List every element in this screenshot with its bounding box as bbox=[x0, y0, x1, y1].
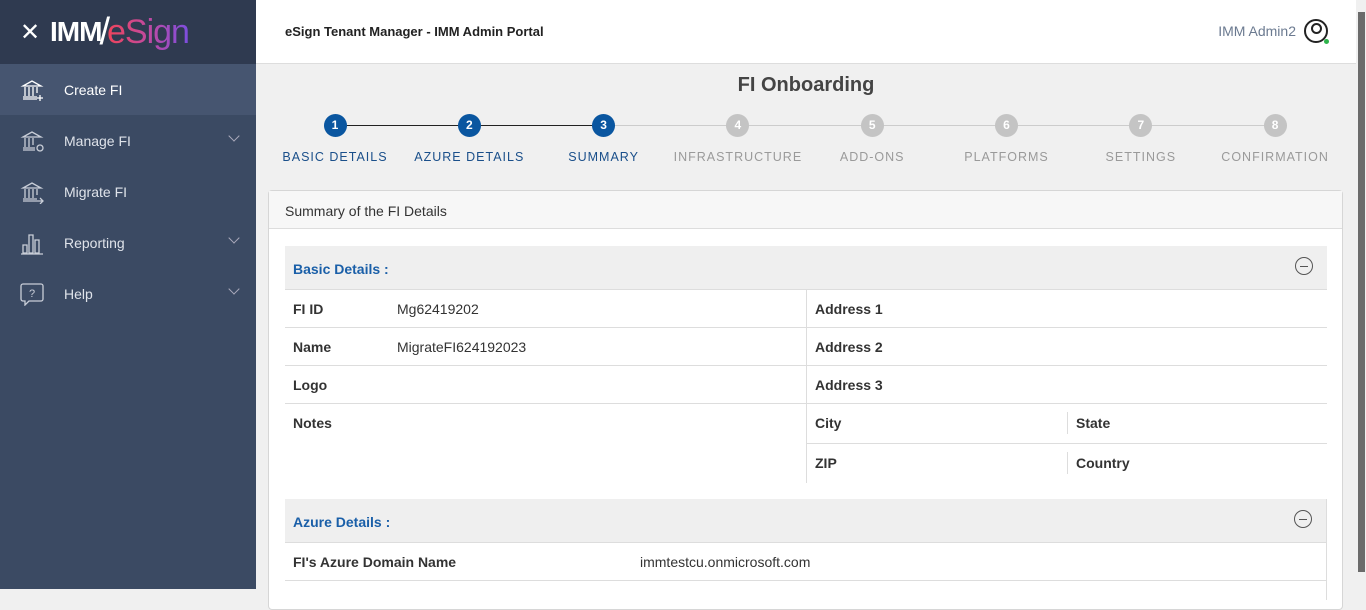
svg-text:?: ? bbox=[29, 288, 35, 300]
logo-label: Logo bbox=[293, 376, 328, 393]
address1-label: Address 1 bbox=[815, 300, 883, 317]
scrollbar-thumb[interactable] bbox=[1358, 12, 1365, 572]
address3-label: Address 3 bbox=[815, 376, 883, 393]
sidebar-item-label: Manage FI bbox=[64, 132, 131, 149]
step-6-dot[interactable]: 6 bbox=[995, 114, 1018, 137]
collapse-icon[interactable] bbox=[1295, 257, 1313, 275]
basic-details-section: Basic Details : FI ID Mg62419202 Address 1… bbox=[285, 246, 1327, 483]
city-label: City bbox=[815, 415, 842, 432]
step-8-dot[interactable]: 8 bbox=[1263, 114, 1287, 137]
sidebar-item-manage-fi[interactable]: Manage FI bbox=[0, 115, 256, 166]
step-4-dot[interactable]: 4 bbox=[726, 114, 750, 137]
sidebar-item-label: Help bbox=[64, 285, 93, 302]
card-title: Summary of the FI Details bbox=[269, 191, 1342, 229]
user-menu[interactable]: IMM Admin2 bbox=[1218, 19, 1329, 44]
sidebar-item-label: Migrate FI bbox=[64, 183, 128, 200]
user-name: IMM Admin2 bbox=[1218, 23, 1296, 39]
section-header: Basic Details : bbox=[285, 246, 1327, 289]
sidebar: ✕ IMM / eSign Create FI Manage FI Migrate … bbox=[0, 0, 256, 589]
country-label: Country bbox=[1076, 455, 1130, 472]
section-title: Basic Details : bbox=[293, 261, 389, 277]
scrollbar[interactable] bbox=[1356, 0, 1366, 589]
step-2-label[interactable]: AZURE DETAILS bbox=[414, 150, 525, 164]
bank-gear-icon bbox=[20, 130, 44, 152]
step-connector bbox=[1006, 125, 1141, 126]
app-title: eSign Tenant Manager - IMM Admin Portal bbox=[285, 24, 544, 39]
step-5-dot[interactable]: 5 bbox=[860, 114, 884, 137]
state-label: State bbox=[1076, 415, 1111, 432]
azure-domain-value: immtestcu.onmicrosoft.com bbox=[640, 553, 811, 570]
logo: IMM / eSign bbox=[50, 10, 190, 53]
azure-details-section: Azure Details : FI's Azure Domain Name im… bbox=[285, 499, 1327, 600]
fi-id-label: FI ID bbox=[293, 300, 324, 317]
step-3-dot[interactable]: 3 bbox=[592, 114, 616, 137]
sidebar-item-create-fi[interactable]: Create FI bbox=[0, 64, 256, 115]
summary-card: Summary of the FI Details Basic Details … bbox=[268, 190, 1343, 610]
bar-chart-icon bbox=[21, 233, 43, 255]
sidebar-item-label: Reporting bbox=[64, 234, 125, 251]
name-value: MigrateFI624192023 bbox=[397, 338, 527, 355]
step-connector bbox=[469, 125, 604, 126]
name-label: Name bbox=[293, 338, 332, 355]
step-5-label[interactable]: ADD-ONS bbox=[839, 150, 905, 164]
step-7-label[interactable]: SETTINGS bbox=[1105, 150, 1177, 164]
top-bar: eSign Tenant Manager - IMM Admin Portal … bbox=[256, 0, 1356, 64]
step-1-label[interactable]: BASIC DETAILS bbox=[282, 150, 388, 164]
sidebar-header: ✕ IMM / eSign bbox=[0, 0, 256, 64]
page-title: FI Onboarding bbox=[737, 74, 875, 96]
step-connector bbox=[335, 125, 470, 126]
step-7-dot[interactable]: 7 bbox=[1129, 114, 1153, 137]
section-title: Azure Details : bbox=[293, 514, 391, 530]
step-6-label[interactable]: PLATFORMS bbox=[964, 150, 1049, 164]
step-connector bbox=[872, 125, 1007, 126]
step-1-dot[interactable]: 1 bbox=[323, 114, 347, 137]
sidebar-item-migrate-fi[interactable]: Migrate FI bbox=[0, 166, 256, 217]
step-connector bbox=[1140, 125, 1276, 126]
zip-label: ZIP bbox=[815, 455, 837, 472]
sidebar-item-help[interactable]: ? Help bbox=[0, 268, 256, 319]
bank-arrow-icon bbox=[20, 181, 44, 204]
chevron-down-icon bbox=[228, 232, 240, 244]
address2-label: Address 2 bbox=[815, 338, 883, 355]
chevron-down-icon bbox=[228, 130, 240, 142]
help-bubble-icon: ? bbox=[20, 282, 44, 306]
step-3-label[interactable]: SUMMARY bbox=[568, 150, 639, 164]
step-2-dot[interactable]: 2 bbox=[457, 114, 481, 137]
step-connector bbox=[737, 125, 873, 126]
close-icon[interactable]: ✕ bbox=[20, 18, 41, 46]
bank-plus-icon bbox=[20, 79, 44, 101]
step-4-label[interactable]: INFRASTRUCTURE bbox=[673, 150, 803, 164]
azure-domain-label: FI's Azure Domain Name bbox=[293, 553, 457, 570]
notes-label: Notes bbox=[293, 415, 332, 431]
step-8-label[interactable]: CONFIRMATION bbox=[1221, 150, 1329, 164]
avatar-icon[interactable] bbox=[1304, 19, 1329, 44]
collapse-icon[interactable] bbox=[1294, 510, 1312, 528]
sidebar-item-label: Create FI bbox=[64, 81, 123, 98]
fi-id-value: Mg62419202 bbox=[397, 300, 479, 317]
chevron-down-icon bbox=[228, 283, 240, 295]
step-connector bbox=[603, 125, 738, 126]
section-header: Azure Details : bbox=[285, 499, 1326, 542]
sidebar-item-reporting[interactable]: Reporting bbox=[0, 217, 256, 268]
